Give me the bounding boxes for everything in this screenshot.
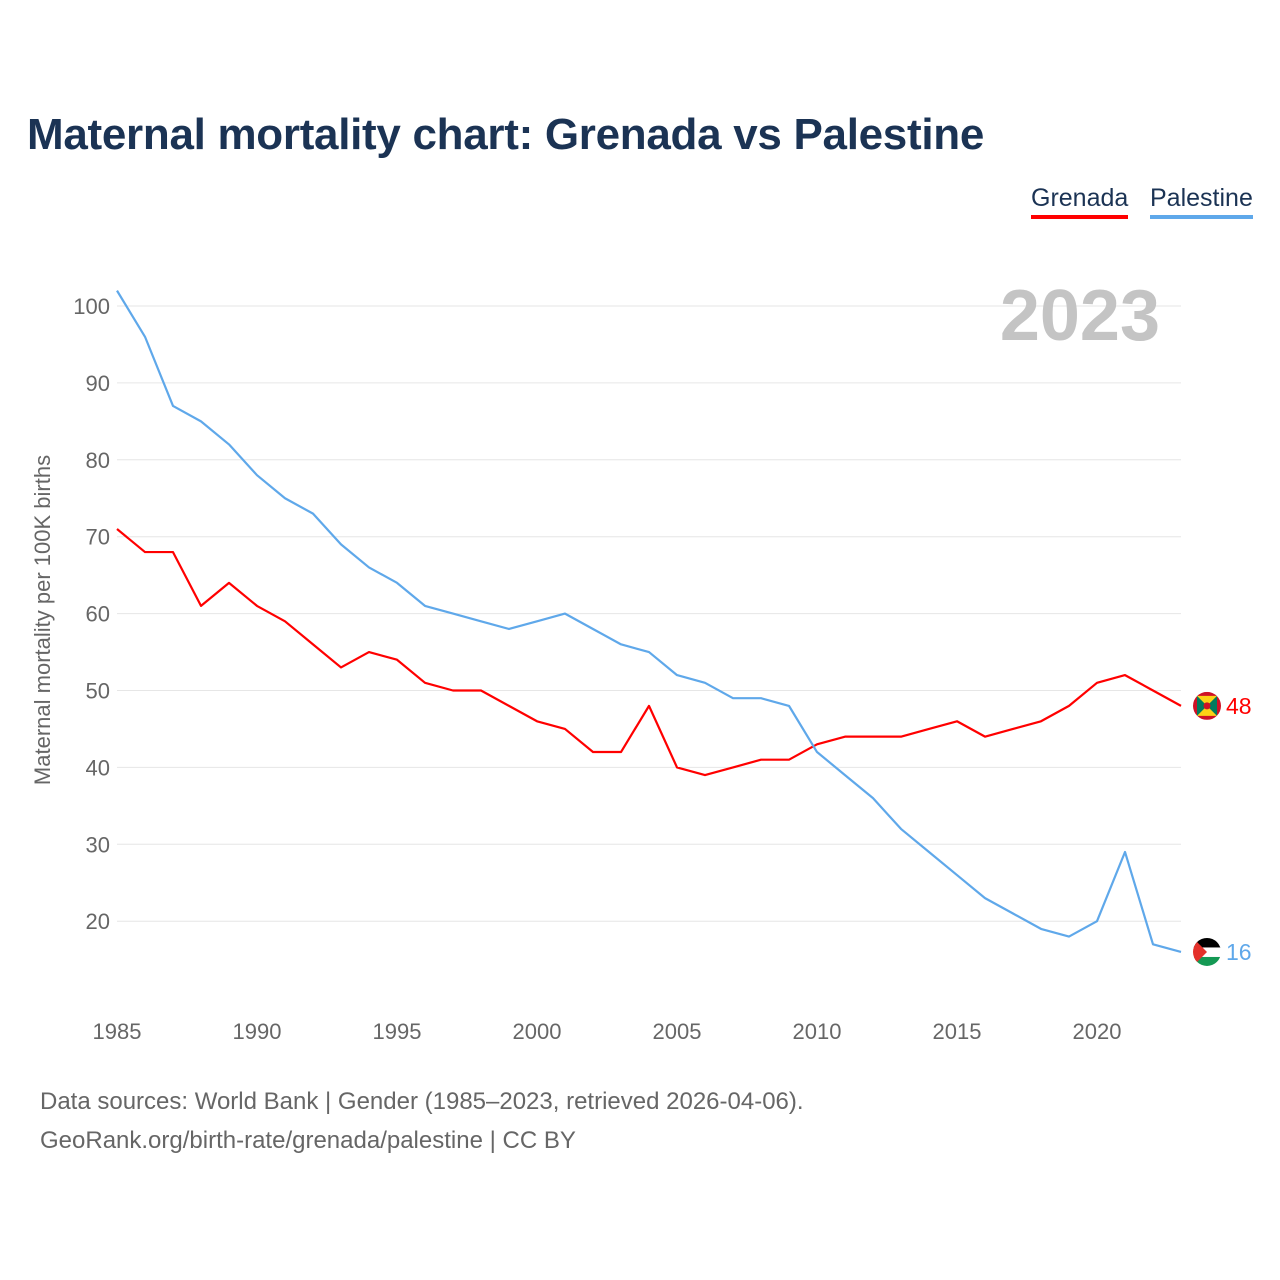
y-tick-label: 60 [86, 602, 110, 627]
y-tick-label: 30 [86, 832, 110, 857]
chart-title: Maternal mortality chart: Grenada vs Pal… [27, 110, 984, 159]
x-tick-label: 1985 [93, 1019, 142, 1044]
end-value-label-palestine: 16 [1226, 939, 1252, 965]
y-tick-label: 40 [86, 755, 110, 780]
grenada-flag-icon [1193, 691, 1221, 720]
x-tick-label: 2015 [933, 1019, 982, 1044]
x-tick-label: 2010 [793, 1019, 842, 1044]
x-tick-label: 2000 [513, 1019, 562, 1044]
year-label: 2023 [1000, 276, 1160, 356]
footer-link[interactable]: GeoRank.org/birth-rate/grenada/palestine… [40, 1127, 576, 1154]
series-line-palestine [116, 290, 1182, 954]
end-value-label-grenada: 48 [1226, 693, 1252, 719]
footer-sources: Data sources: World Bank | Gender (1985–… [40, 1088, 804, 1115]
y-axis-label: Maternal mortality per 100K births [30, 455, 55, 785]
x-tick-label: 2020 [1073, 1019, 1122, 1044]
legend-palestine[interactable]: Palestine [1150, 184, 1253, 219]
y-tick-label: 20 [86, 909, 110, 934]
y-tick-label: 50 [86, 679, 110, 704]
x-tick-label: 1990 [233, 1019, 282, 1044]
line-chart: 20 30 40 50 60 70 80 90 100 1985 1990 1995 2000 2005 2… [30, 276, 1252, 1044]
x-tick-label: 1995 [373, 1019, 422, 1044]
series-line-grenada [116, 528, 1182, 777]
palestine-flag-icon [1193, 937, 1221, 966]
y-tick-label: 100 [73, 294, 110, 319]
legend-grenada[interactable]: Grenada [1031, 184, 1129, 219]
y-tick-label: 80 [86, 448, 110, 473]
x-tick-label: 2005 [653, 1019, 702, 1044]
y-tick-label: 70 [86, 525, 110, 550]
y-tick-label: 90 [86, 371, 110, 396]
